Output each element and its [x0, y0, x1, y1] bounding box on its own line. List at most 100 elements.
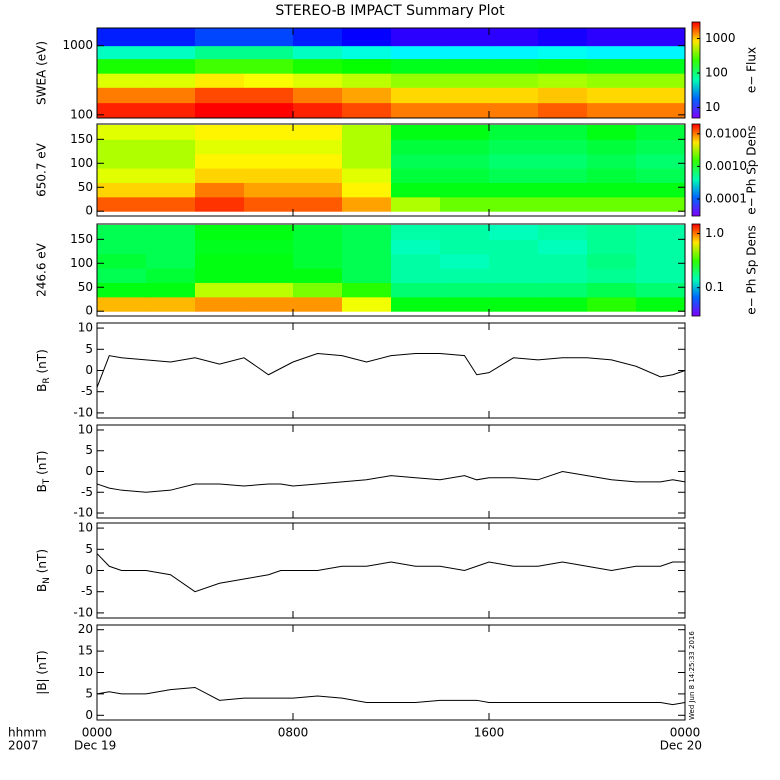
heat-cell	[146, 168, 196, 183]
heat-cell	[342, 224, 392, 240]
heat-cell	[636, 253, 686, 269]
colorbar	[691, 123, 701, 217]
data-line	[96, 470, 686, 493]
heat-cell	[293, 296, 343, 312]
heat-cell	[244, 196, 294, 212]
colorbar-tick-label: 10	[705, 100, 720, 114]
y-tick-label: 100	[70, 156, 93, 170]
heat-cell	[97, 102, 147, 119]
y-axis-label: |B| (nT)	[35, 650, 49, 694]
y-tick-label: 0	[85, 563, 93, 577]
heat-cell	[538, 102, 588, 119]
plot-frame	[96, 522, 686, 619]
heat-cell	[244, 102, 294, 119]
y-tick-label: 5	[85, 686, 93, 700]
heat-cell	[489, 224, 539, 240]
heat-cell	[538, 58, 588, 74]
heat-cell	[146, 239, 196, 255]
heat-cell	[244, 282, 294, 298]
y-label-unit: (nT)	[35, 451, 49, 479]
heat-cell	[195, 268, 245, 283]
heat-cell	[391, 296, 441, 312]
heat-cell	[636, 182, 686, 198]
heat-cell	[342, 73, 392, 88]
colorbar-label: e− Flux	[745, 47, 759, 93]
y-tick-label: 0	[85, 204, 93, 218]
colorbar-tick-label: 1000	[705, 31, 736, 45]
heat-cell	[195, 282, 245, 298]
heat-cell	[293, 28, 343, 47]
colorbar	[691, 223, 701, 317]
heat-cell	[146, 182, 196, 198]
heat-cell	[489, 102, 539, 119]
heat-cell	[293, 268, 343, 283]
heat-cell	[293, 282, 343, 298]
colorbar	[691, 21, 701, 119]
y-label-sub: N	[42, 577, 52, 584]
heat-cell	[587, 253, 637, 269]
y-tick-label: 100	[70, 256, 93, 270]
heat-cell	[195, 168, 245, 183]
heat-cell	[342, 253, 392, 269]
y-tick-label: 10	[78, 665, 93, 679]
heat-cell	[342, 268, 392, 283]
heat-cell	[489, 153, 539, 169]
heat-cell	[440, 87, 490, 104]
heat-cell	[342, 296, 392, 312]
heat-cell	[195, 224, 245, 240]
colorbar-tick-label: 0.0001	[705, 191, 747, 205]
heat-cell	[244, 87, 294, 104]
heat-cell	[244, 139, 294, 155]
heat-cell	[391, 282, 441, 298]
y-label-sub: T	[42, 478, 52, 485]
heat-cell	[146, 268, 196, 283]
heat-cell	[391, 73, 441, 88]
time-format: hhmm	[8, 726, 47, 740]
heat-cell	[391, 87, 441, 104]
y-tick-label: 20	[78, 622, 93, 636]
heat-cell	[489, 239, 539, 255]
heat-cell	[587, 58, 637, 74]
heat-cell	[97, 239, 147, 255]
heat-cell	[391, 196, 441, 212]
heat-cell	[342, 282, 392, 298]
y-axis-label: BN (nT)	[35, 549, 52, 592]
y-label-unit: (nT)	[35, 349, 49, 377]
heat-cell	[440, 153, 490, 169]
heat-cell	[636, 153, 686, 169]
heat-cell	[440, 139, 490, 155]
heat-cell	[97, 58, 147, 74]
y-tick-label: 0	[85, 708, 93, 722]
heat-cell	[244, 124, 294, 140]
y-tick-label: -5	[81, 384, 93, 398]
heat-cell	[636, 282, 686, 298]
plot-frame	[96, 123, 686, 217]
heat-cell	[636, 73, 686, 88]
heat-cell	[391, 182, 441, 198]
heat-cell	[587, 296, 637, 312]
heat-cell	[587, 182, 637, 198]
heat-cell	[244, 73, 294, 88]
heat-cell	[538, 224, 588, 240]
heat-cell	[538, 268, 588, 283]
y-tick-label: 100	[70, 107, 93, 121]
heat-cell	[195, 45, 245, 60]
y-label-base: B	[35, 484, 49, 492]
heat-cell	[146, 73, 196, 88]
heat-cell	[293, 168, 343, 183]
heat-cell	[440, 196, 490, 212]
heat-cell	[489, 282, 539, 298]
heat-cell	[587, 139, 637, 155]
y-tick-label: 50	[78, 180, 93, 194]
heat-cell	[342, 168, 392, 183]
heat-cell	[636, 239, 686, 255]
plot-frame	[96, 27, 686, 119]
plot-frame	[96, 223, 686, 317]
y-tick-label: 10	[78, 321, 93, 335]
y-tick-label: 15	[78, 644, 93, 658]
heat-cell	[489, 73, 539, 88]
heat-cell	[293, 58, 343, 74]
heat-cell	[636, 102, 686, 119]
y-label-base: B	[35, 384, 49, 392]
heat-cell	[97, 268, 147, 283]
